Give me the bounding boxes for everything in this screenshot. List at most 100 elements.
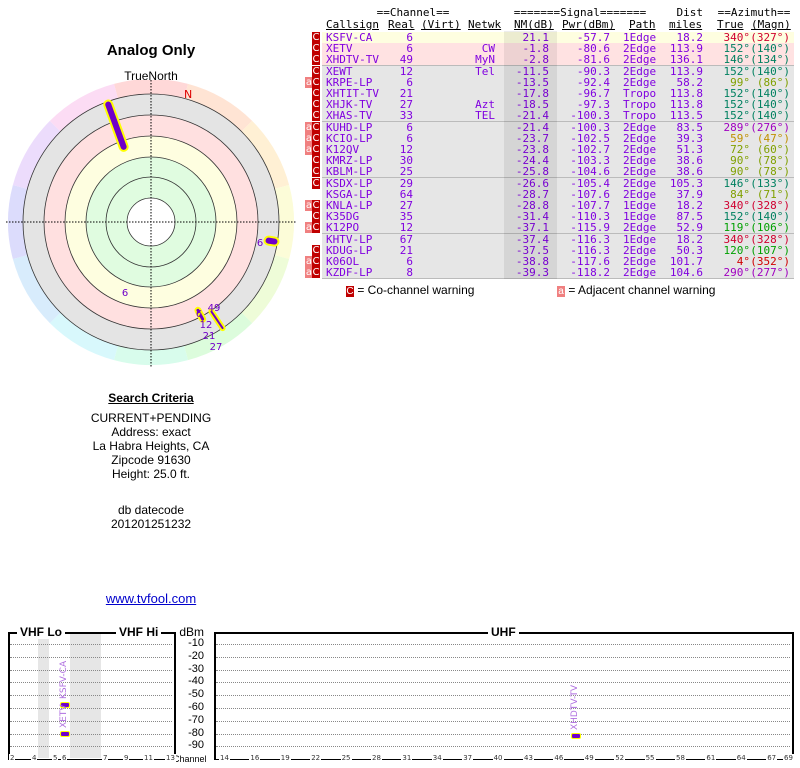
vhf-channel-tick: 9 bbox=[123, 754, 130, 762]
cell-callsign: KSDX-LP bbox=[326, 176, 373, 190]
uhf-channel-tick: 28 bbox=[371, 754, 382, 762]
table-row[interactable]: C KBLM-LP 25 -25.8 -104.6 2Edge 38.6 90° (78°) bbox=[312, 165, 794, 179]
table-row[interactable]: a C KCIO-LP 6 -23.7 -102.5 2Edge 39.3 59° (47°) bbox=[305, 131, 794, 145]
co-channel-warning-badge: C bbox=[312, 256, 320, 267]
cell-network: Azt bbox=[475, 98, 495, 112]
cell-power: -80.6 bbox=[576, 42, 610, 56]
cell-noise-margin: -28.7 bbox=[515, 187, 549, 201]
cell-azimuth-true: 99° bbox=[730, 75, 750, 89]
cell-distance: 38.6 bbox=[676, 154, 704, 168]
table-row[interactable]: C KMRZ-LP 30 -24.4 -103.3 2Edge 38.6 90° (78°) bbox=[312, 154, 794, 168]
table-row[interactable]: a C KUHD-LP 6 -21.4 -100.3 2Edge 83.5 289° (276°) bbox=[305, 120, 794, 134]
channel-marker-label: 49 bbox=[208, 303, 221, 314]
cell-real-channel: 64 bbox=[399, 187, 413, 201]
cell-path: 2Edge bbox=[623, 75, 657, 89]
grid-line bbox=[216, 644, 790, 645]
cell-power: -115.9 bbox=[570, 221, 610, 235]
cell-azimuth-magn: (106°) bbox=[750, 221, 790, 235]
col-true: True bbox=[717, 18, 744, 31]
uhf-channel-tick: 14 bbox=[219, 754, 230, 762]
cell-azimuth-magn: (78°) bbox=[756, 165, 790, 179]
uhf-channel-tick: 34 bbox=[431, 754, 443, 762]
cell-distance: 136.1 bbox=[669, 53, 703, 67]
cell-noise-margin: -18.5 bbox=[515, 98, 549, 112]
cell-power: -107.7 bbox=[570, 199, 610, 212]
table-row[interactable]: C KSFV-CA 6 21.1 -57.7 1Edge 18.2 340° (327°) bbox=[312, 31, 794, 44]
cell-callsign: KCIO-LP bbox=[326, 131, 373, 145]
table-row[interactable]: C XEWT 12 Tel -11.5 -90.3 2Edge 113.9 152° (140°) bbox=[312, 65, 794, 78]
grid-line bbox=[10, 656, 172, 658]
signal-marker bbox=[571, 732, 581, 739]
col-pwr: Pwr(dBm) bbox=[562, 18, 615, 31]
cell-distance: 113.9 bbox=[669, 42, 703, 56]
table-row[interactable]: KSGA-LP 64 -28.7 -107.6 2Edge 37.9 84° (71°) bbox=[322, 187, 794, 201]
co-channel-warning-badge: C bbox=[312, 166, 320, 178]
uhf-channel-tick: 58 bbox=[675, 754, 686, 762]
uhf-channel-tick: 19 bbox=[279, 754, 291, 762]
station-bearing-marker bbox=[105, 101, 127, 150]
table-row[interactable]: a C KNLA-LP 27 -28.8 -107.7 1Edge 18.2 340° (328°… bbox=[305, 199, 794, 212]
cell-path: 1Edge bbox=[623, 31, 657, 44]
vhf-lo-label: VHF Lo bbox=[17, 625, 65, 639]
co-channel-warning-badge: C bbox=[312, 43, 320, 55]
vhf-channel-tick: 5 bbox=[52, 754, 59, 762]
co-channel-warning-badge: C bbox=[312, 200, 320, 211]
cell-distance: 105.3 bbox=[669, 176, 703, 190]
col-path: Path bbox=[629, 18, 656, 31]
dbm-tick: -20 bbox=[188, 649, 204, 662]
table-row[interactable]: a C K12QV 12 -23.8 -102.7 2Edge 51.3 72° (60°) bbox=[305, 143, 794, 156]
legend-adjacent: a = Adjacent channel warning bbox=[557, 283, 715, 297]
dbm-tick: -60 bbox=[188, 701, 204, 713]
cell-callsign: XHDTV-TV bbox=[326, 53, 379, 67]
table-row[interactable]: a C K06OL 6 -38.8 -117.6 2Edge 101.7 4° (352°) bbox=[305, 255, 794, 268]
table-row[interactable]: KHTV-LP 67 -37.4 -116.3 1Edge 18.2 340° (328°) bbox=[322, 233, 794, 246]
table-row[interactable]: C KDUG-LP 21 -37.5 -116.3 2Edge 50.3 120° (107°) bbox=[312, 243, 794, 257]
grid-line bbox=[216, 720, 790, 722]
table-row[interactable]: C K35DG 35 -31.4 -110.3 1Edge 87.5 152° (140°) bbox=[312, 210, 794, 224]
cell-azimuth-true: 289° bbox=[723, 120, 751, 134]
page-title: Analog Only bbox=[106, 42, 196, 59]
cell-noise-margin: -39.3 bbox=[515, 266, 549, 280]
co-channel-warning-badge: C bbox=[312, 211, 320, 223]
uhf-channel-tick: 55 bbox=[644, 754, 656, 762]
uhf-channel-tick: 69 bbox=[783, 754, 794, 762]
cell-azimuth-magn: (107°) bbox=[750, 243, 790, 257]
cell-power: -102.5 bbox=[570, 131, 610, 145]
cell-azimuth-true: 146° bbox=[723, 176, 751, 190]
col-magn: (Magn) bbox=[751, 18, 791, 31]
cell-noise-margin: -23.7 bbox=[515, 131, 549, 145]
vhf-box bbox=[8, 632, 176, 760]
cell-azimuth-true: 340° bbox=[723, 199, 751, 212]
uhf-channel-tick: 61 bbox=[705, 754, 717, 762]
cell-real-channel: 27 bbox=[399, 98, 413, 112]
channel-marker-label: 21 bbox=[203, 331, 216, 342]
cell-power: -97.3 bbox=[576, 98, 610, 112]
cell-path: 2Edge bbox=[623, 154, 657, 168]
cell-noise-margin: -37.1 bbox=[515, 221, 549, 235]
cell-callsign: K35DG bbox=[326, 210, 360, 224]
dist-group-header: Dist bbox=[676, 6, 704, 19]
adjacent-warning-badge: a bbox=[305, 121, 313, 133]
tvfool-link[interactable]: www.tvfool.com bbox=[105, 591, 197, 606]
dbm-tick: -40 bbox=[188, 675, 204, 688]
cell-noise-margin: -17.8 bbox=[515, 87, 549, 100]
cell-path: 2Edge bbox=[623, 120, 657, 134]
table-row[interactable]: C XHAS-TV 33 TEL -21.4 -100.3 Tropo 113.5 152° (1… bbox=[312, 109, 794, 123]
cell-real-channel: 33 bbox=[399, 109, 413, 123]
table-row[interactable]: a C KZDF-LP 8 -39.3 -118.2 2Edge 104.6 290° (277°… bbox=[305, 266, 794, 280]
vhf-axis bbox=[10, 759, 172, 760]
cell-azimuth-magn: (276°) bbox=[750, 120, 790, 134]
dbm-tick: -80 bbox=[188, 726, 204, 739]
table-row[interactable]: C KSDX-LP 29 -26.6 -105.4 2Edge 105.3 146° (133°… bbox=[312, 176, 794, 190]
cell-azimuth-magn: (71°) bbox=[756, 187, 790, 201]
cell-power: -96.7 bbox=[576, 87, 610, 100]
cell-callsign: XHJK-TV bbox=[326, 98, 373, 112]
cell-noise-margin: -21.4 bbox=[515, 120, 549, 134]
cell-power: -100.3 bbox=[570, 120, 610, 134]
cell-distance: 39.3 bbox=[676, 131, 704, 145]
grid-line bbox=[10, 682, 172, 684]
cell-azimuth-magn: (140°) bbox=[750, 98, 790, 112]
co-channel-warning-badge: C bbox=[312, 32, 320, 43]
uhf-channel-tick: 49 bbox=[583, 754, 595, 762]
